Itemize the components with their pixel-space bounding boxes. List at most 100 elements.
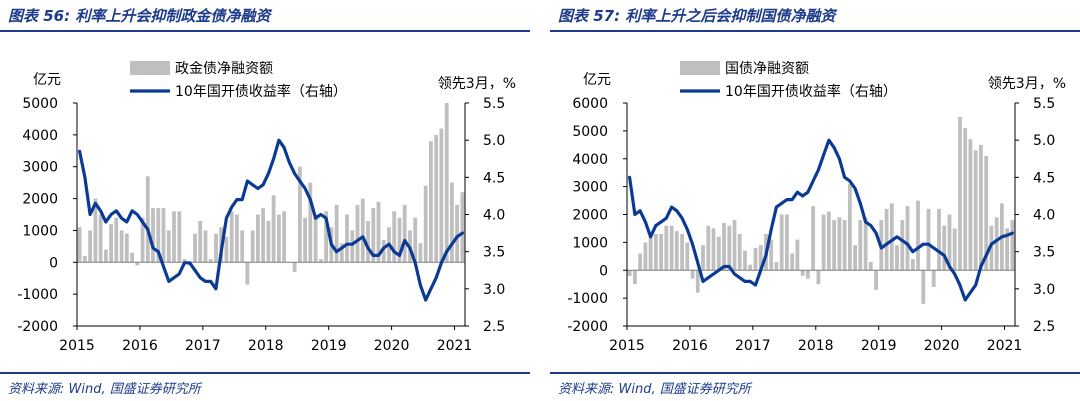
bar — [842, 220, 847, 271]
bar — [135, 262, 140, 266]
bar — [339, 243, 344, 263]
right-tick-label: 5.5 — [483, 96, 505, 112]
bar — [156, 208, 161, 263]
x-tick-label: 2017 — [735, 338, 771, 354]
bar — [418, 243, 423, 263]
x-tick-label: 2016 — [122, 338, 158, 354]
bar — [664, 225, 669, 271]
bar — [942, 225, 947, 271]
bar-series — [627, 116, 1015, 304]
source-note: 资料来源: Wind, 国盛证券研究所 — [8, 382, 201, 397]
bar — [853, 245, 857, 271]
right-tick-label: 3.5 — [483, 245, 505, 261]
bar — [884, 208, 889, 271]
bar — [308, 182, 313, 263]
legend-label-line: 10年国开债收益率（右轴） — [725, 83, 897, 100]
bar — [627, 270, 632, 276]
bar — [203, 230, 208, 263]
bar — [83, 255, 87, 263]
bar — [214, 233, 218, 263]
bar — [711, 228, 716, 271]
x-tick-label: 2015 — [59, 338, 95, 354]
bar — [392, 211, 397, 263]
bar — [277, 214, 281, 263]
bar — [659, 234, 663, 271]
bar — [779, 214, 784, 271]
bar — [413, 217, 418, 263]
bar — [921, 270, 926, 304]
bar — [832, 220, 836, 271]
x-tick-label: 2019 — [861, 338, 897, 354]
bar — [790, 253, 795, 271]
bar — [229, 211, 234, 263]
source-note: 资料来源: Wind, 国盛证券研究所 — [558, 382, 751, 397]
left-tick-label: 2000 — [572, 208, 608, 224]
bar — [895, 245, 899, 271]
chart-title: 图表 56: 利率上升会抑制政金债净融资 — [8, 7, 271, 25]
left-tick-label: 5000 — [572, 124, 608, 140]
bar — [685, 242, 690, 271]
left-tick-label: 0 — [49, 255, 58, 271]
bar — [727, 225, 732, 271]
legend-label-bar: 政金债净融资额 — [175, 61, 273, 77]
right-tick-label: 5.0 — [483, 133, 505, 149]
bar — [98, 214, 103, 263]
left-tick-label: 6000 — [572, 96, 608, 112]
yield-line — [77, 138, 464, 302]
source-rule — [0, 372, 530, 374]
bar — [753, 248, 758, 271]
bar — [298, 166, 302, 263]
bar — [994, 217, 999, 271]
right-tick-label: 5.0 — [1033, 133, 1055, 149]
bar — [198, 220, 203, 263]
chart-plot: 6000 5000 4000 3000 2000 1000 0 -1000 -2000 5.5 5.… — [567, 61, 1066, 354]
bar — [973, 150, 978, 271]
bar — [355, 204, 360, 263]
bar — [821, 214, 826, 271]
bar — [177, 211, 182, 263]
bar — [732, 220, 737, 271]
bar — [376, 201, 381, 263]
bar — [366, 220, 370, 263]
chart-panel-56: 图表 56: 利率上升会抑制政金债净融资 5000 4000 3000 2000 100… — [0, 0, 530, 401]
right-tick-label: 4.0 — [483, 208, 505, 224]
right-tick-label: 4.0 — [1033, 208, 1055, 224]
left-tick-label: -2000 — [17, 319, 58, 335]
bar — [250, 230, 255, 263]
bar — [837, 217, 842, 271]
bar — [958, 116, 962, 271]
bar — [429, 141, 433, 263]
right-tick-label: 3.5 — [1033, 245, 1055, 261]
x-tick-label: 2015 — [609, 338, 645, 354]
x-tick-label: 2020 — [924, 338, 960, 354]
bar — [984, 156, 989, 271]
bar — [910, 259, 915, 271]
right-tick-label: 5.5 — [1033, 96, 1055, 112]
bar — [402, 204, 407, 263]
x-tick-label: 2021 — [437, 338, 473, 354]
bar — [172, 211, 176, 263]
bar — [381, 240, 386, 263]
bar — [261, 208, 265, 263]
right-tick-label: 2.5 — [483, 319, 505, 335]
source-rule — [550, 372, 1080, 374]
right-tick-label: 2.5 — [1033, 319, 1055, 335]
bar — [722, 222, 726, 271]
bar — [292, 262, 297, 272]
left-axis-unit: 亿元 — [583, 72, 611, 88]
bar — [104, 249, 108, 263]
bar — [313, 214, 318, 263]
bar — [900, 220, 905, 271]
right-tick-label: 3.0 — [1033, 282, 1055, 298]
bar — [140, 217, 145, 263]
bar-series — [77, 103, 465, 285]
bar — [674, 231, 679, 271]
bar — [638, 253, 642, 271]
bar — [643, 242, 648, 271]
left-axis-unit: 亿元 — [33, 72, 61, 88]
x-tick-label: 2016 — [672, 338, 708, 354]
bar — [345, 214, 349, 263]
bar — [235, 214, 239, 263]
bar — [1010, 220, 1015, 271]
bar — [743, 250, 747, 271]
